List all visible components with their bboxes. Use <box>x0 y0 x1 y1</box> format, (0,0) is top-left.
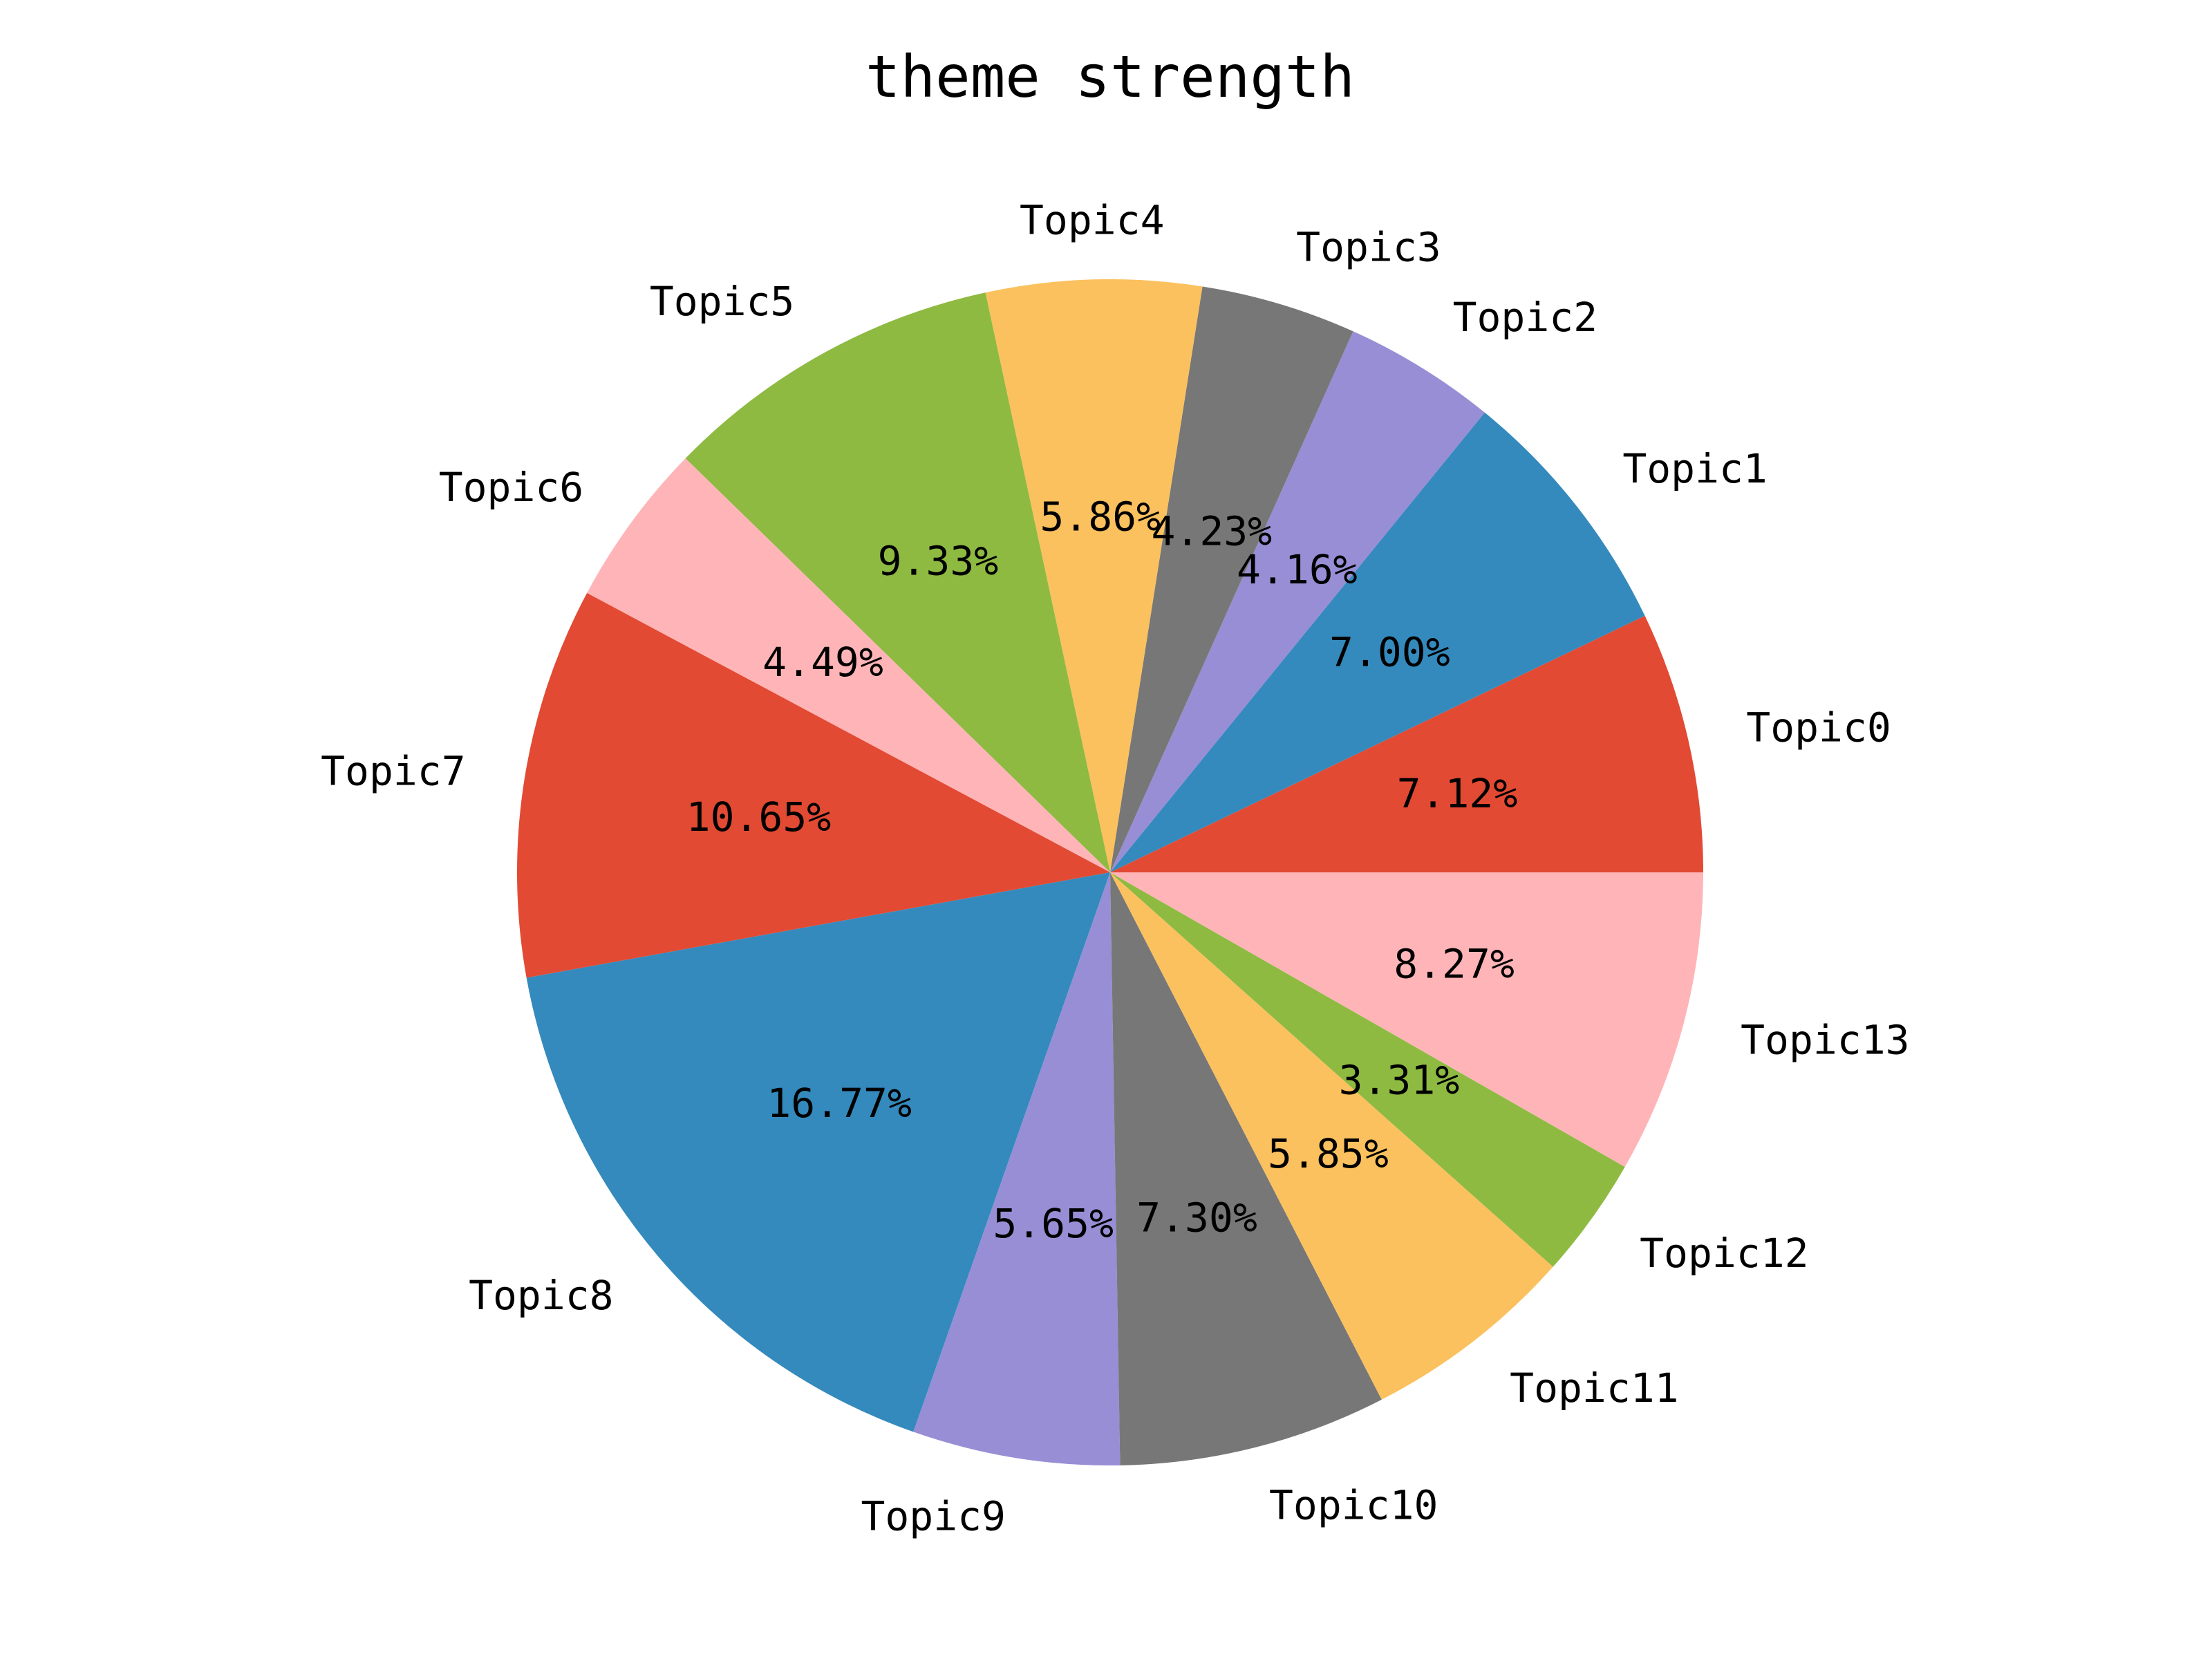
category-label-topic0: Topic0 <box>1746 704 1891 751</box>
percent-label-topic11: 5.85% <box>1268 1130 1389 1177</box>
category-label-topic11: Topic11 <box>1510 1365 1678 1412</box>
percent-label-topic4: 5.86% <box>1040 493 1161 540</box>
pie-slice-topic2 <box>1110 331 1485 872</box>
pie-slice-topic5 <box>685 292 1110 873</box>
percent-label-topic8: 16.77% <box>767 1080 912 1127</box>
pie-slice-topic7 <box>517 592 1110 978</box>
pie-slice-topic10 <box>1110 872 1382 1465</box>
pie-slice-topic9 <box>913 872 1121 1465</box>
category-label-topic7: Topic7 <box>321 748 466 795</box>
percent-label-topic3: 4.23% <box>1152 508 1273 555</box>
pie-slice-topic4 <box>985 279 1203 872</box>
category-label-topic1: Topic1 <box>1622 445 1768 492</box>
percent-label-topic2: 4.16% <box>1237 546 1358 593</box>
category-label-topic9: Topic9 <box>861 1493 1006 1540</box>
percent-label-topic13: 8.27% <box>1394 940 1515 987</box>
pie-slice-topic1 <box>1110 412 1645 872</box>
pie-slice-topic11 <box>1110 872 1553 1400</box>
category-label-topic10: Topic10 <box>1269 1481 1438 1528</box>
pie-slice-topic8 <box>526 872 1110 1432</box>
percent-label-topic12: 3.31% <box>1339 1057 1460 1104</box>
category-label-topic2: Topic2 <box>1453 294 1598 341</box>
category-label-topic4: Topic4 <box>1020 197 1165 244</box>
category-label-topic6: Topic6 <box>439 464 584 511</box>
percent-label-topic5: 9.33% <box>878 537 999 584</box>
percent-label-topic1: 7.00% <box>1329 628 1450 675</box>
category-label-topic8: Topic8 <box>469 1272 614 1319</box>
pie-slice-topic12 <box>1110 872 1625 1267</box>
category-labels: Topic0 Topic1 Topic2 Topic3 Topic4 Topic5 Topi… <box>321 197 1909 1540</box>
percent-labels: 7.12% 7.00% 4.16%4.23%5.86% 9.33% 4.49% 10.65… <box>686 493 1518 1247</box>
percent-label-topic6: 4.49% <box>762 639 883 686</box>
percent-label-topic10: 7.30% <box>1136 1194 1257 1241</box>
percent-label-topic7: 10.65% <box>686 794 832 841</box>
percent-label-topic9: 5.65% <box>993 1200 1114 1247</box>
pie-slice-topic6 <box>587 458 1110 872</box>
pie-slice-topic3 <box>1110 286 1353 872</box>
category-label-topic3: Topic3 <box>1296 223 1441 270</box>
category-label-topic5: Topic5 <box>650 278 795 325</box>
pie-slices <box>517 279 1703 1465</box>
pie-slice-topic0 <box>1110 615 1703 872</box>
category-label-topic12: Topic12 <box>1640 1230 1808 1277</box>
category-label-topic13: Topic13 <box>1741 1016 1909 1063</box>
percent-label-topic0: 7.12% <box>1397 770 1518 817</box>
chart-title: theme strength <box>865 43 1355 111</box>
pie-slice-topic13 <box>1110 872 1703 1168</box>
